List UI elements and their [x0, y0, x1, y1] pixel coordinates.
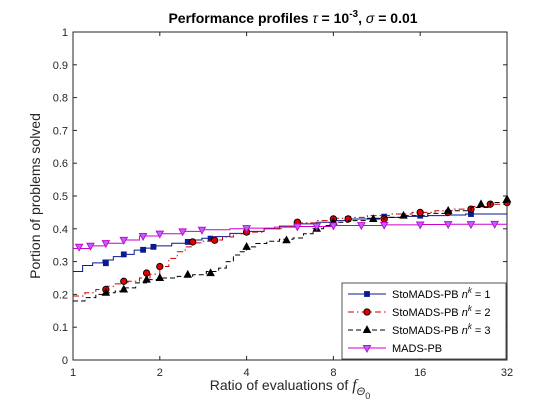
x-tick-label: 4	[244, 367, 250, 379]
x-tick-label: 1	[70, 367, 76, 379]
series-point	[312, 223, 322, 232]
series-point	[242, 225, 251, 234]
x-tick-label: 32	[501, 367, 513, 379]
series-line	[73, 199, 508, 302]
x-tick-label: 16	[414, 367, 426, 379]
series-layer	[73, 194, 512, 302]
series-point	[101, 240, 111, 249]
series-point	[211, 236, 219, 244]
y-tick-label: 0	[62, 355, 68, 367]
y-tick-label: 0.2	[53, 289, 68, 301]
y-tick-label: 0.1	[53, 322, 68, 334]
series-point	[416, 208, 424, 217]
series-point	[490, 220, 500, 229]
series-point	[206, 268, 215, 277]
series-point	[356, 222, 366, 231]
series-point	[282, 235, 291, 244]
x-tick-label: 8	[330, 367, 336, 379]
x-tick-label: 2	[157, 367, 163, 379]
series-point	[369, 214, 378, 222]
y-tick-label: 0.9	[53, 60, 68, 72]
series-point	[120, 277, 128, 285]
series-point	[119, 236, 129, 245]
series-point	[119, 284, 129, 293]
series-point	[120, 251, 127, 258]
series-point	[415, 221, 425, 230]
legend-marker	[362, 344, 372, 353]
legend-label: StoMADS-PB nk = 3	[392, 322, 490, 337]
series-point	[189, 238, 197, 246]
y-tick-label: 0.7	[53, 125, 68, 137]
series-point	[150, 243, 157, 250]
series-point	[142, 274, 151, 283]
y-tick-label: 1	[62, 27, 68, 39]
x-axis-label: Ratio of evaluations of fΘ0	[210, 377, 370, 401]
series-point	[101, 287, 111, 296]
legend-entry: MADS-PB	[348, 343, 442, 355]
legend-label: StoMADS-PB nk = 1	[392, 286, 490, 301]
legend-marker	[362, 325, 372, 334]
series-point	[156, 262, 164, 271]
y-axis-ticks: 0 0.1 0.2 0.3 0.4 0.5 0.6 0.7 0.8 0.9 1	[53, 27, 507, 367]
series-point	[86, 242, 95, 251]
legend-marker	[364, 291, 370, 297]
legend-marker	[363, 308, 371, 316]
series-point	[466, 221, 476, 230]
series-line	[73, 202, 508, 297]
series-point	[242, 242, 251, 250]
legend-entry: StoMADS-PB nk = 3	[348, 322, 490, 337]
series-point	[74, 243, 84, 252]
series-point	[102, 260, 109, 267]
y-tick-label: 0.5	[53, 191, 68, 203]
series-point	[183, 269, 193, 278]
series-point	[138, 232, 148, 241]
legend-entry: StoMADS-PB nk = 1	[348, 286, 490, 301]
series-point	[155, 273, 165, 282]
y-tick-label: 0.6	[53, 158, 68, 170]
series-point	[443, 221, 453, 230]
chart-title: Performance profiles τ = 10-3, σ = 0.01	[168, 9, 417, 26]
series-point	[476, 199, 486, 208]
series-3	[73, 194, 512, 302]
legend-label: MADS-PB	[392, 343, 442, 355]
series-point	[155, 230, 165, 239]
y-axis-label: Portion of problems solved	[27, 113, 43, 279]
y-tick-label: 0.8	[53, 93, 68, 105]
legend-label: StoMADS-PB nk = 2	[392, 304, 490, 319]
series-point	[329, 222, 338, 231]
y-tick-label: 0.4	[53, 224, 68, 236]
series-point	[379, 221, 389, 230]
series-point	[502, 194, 512, 203]
series-point	[443, 205, 453, 214]
y-tick-label: 0.3	[53, 257, 68, 269]
series-point	[399, 210, 408, 219]
series-point	[178, 228, 187, 237]
series-point	[197, 226, 207, 235]
series-point	[140, 246, 146, 253]
series-point	[293, 223, 302, 232]
legend: StoMADS-PB nk = 1 StoMADS-PB nk = 2 StoMAD…	[341, 282, 507, 360]
series-4	[73, 220, 508, 252]
x-axis-ticks: 1 2 4 8 16 32	[70, 32, 513, 379]
legend-entry: StoMADS-PB nk = 2	[348, 304, 490, 319]
